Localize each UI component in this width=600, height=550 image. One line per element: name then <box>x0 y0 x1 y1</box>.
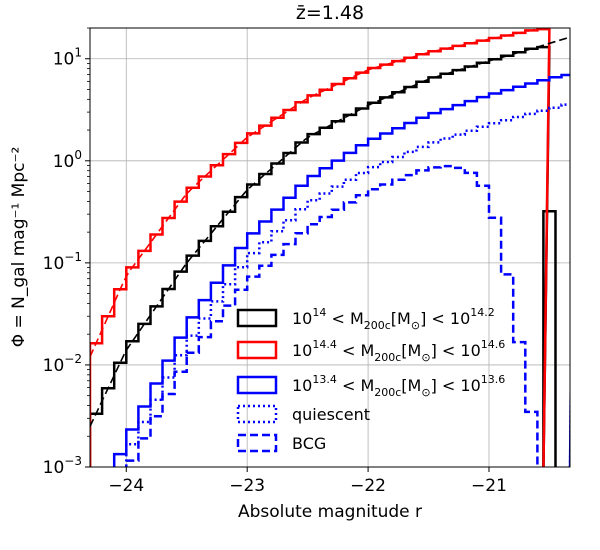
x-tick-label: −24 <box>108 476 144 496</box>
blue-histogram <box>112 73 570 467</box>
black-fit-curve <box>90 37 568 427</box>
quiescent-histogram <box>125 103 570 467</box>
y-tick-label: 101 <box>53 46 82 70</box>
legend-entry-quiescent: quiescent <box>236 404 370 424</box>
y-tick-label: 10−3 <box>43 454 82 478</box>
x-tick-label: −22 <box>350 476 386 496</box>
y-axis: 10−3 10−2 10−1 100 101 <box>43 27 90 478</box>
black-histogram-tail <box>542 210 557 467</box>
legend: 1014 < M200c[M⊙] < 1014.2 1014.4 < M200c[… <box>236 306 505 453</box>
legend-entry-bcg: BCG <box>236 433 326 453</box>
legend-swatch <box>236 308 278 328</box>
legend-entry-black: 1014 < M200c[M⊙] < 1014.2 <box>236 306 495 332</box>
x-axis: −24 −23 −22 −21 <box>108 467 507 496</box>
x-axis-label: Absolute magnitude r <box>238 502 422 522</box>
y-tick-label: 10−1 <box>43 250 82 274</box>
legend-swatch <box>236 375 278 395</box>
red-fit-curve <box>90 28 538 358</box>
y-tick-label: 10−2 <box>43 352 82 376</box>
chart-title: z̄=1.48 <box>296 2 364 24</box>
plot-area <box>90 28 570 467</box>
legend-label: 1013.4 < M200c[M⊙] < 1013.6 <box>292 373 505 399</box>
x-tick-label: −23 <box>229 476 265 496</box>
legend-label: 1014.4 < M200c[M⊙] < 1014.6 <box>292 338 505 364</box>
legend-label: quiescent <box>292 405 370 424</box>
legend-swatch <box>236 433 278 453</box>
legend-entry-red: 1014.4 < M200c[M⊙] < 1014.6 <box>236 338 505 364</box>
red-histogram <box>90 28 551 467</box>
legend-label: 1014 < M200c[M⊙] < 1014.2 <box>292 306 495 332</box>
legend-label: BCG <box>292 434 326 453</box>
y-tick-label: 100 <box>53 148 82 172</box>
legend-swatch <box>236 340 278 360</box>
x-tick-label: −21 <box>471 476 507 496</box>
legend-swatch <box>236 404 278 424</box>
legend-entry-blue: 1013.4 < M200c[M⊙] < 1013.6 <box>236 373 505 399</box>
axes-frame <box>89 27 571 468</box>
y-axis-label: Φ = N_gal mag⁻¹ Mpc⁻² <box>9 147 29 348</box>
bcg-histogram <box>125 164 539 467</box>
